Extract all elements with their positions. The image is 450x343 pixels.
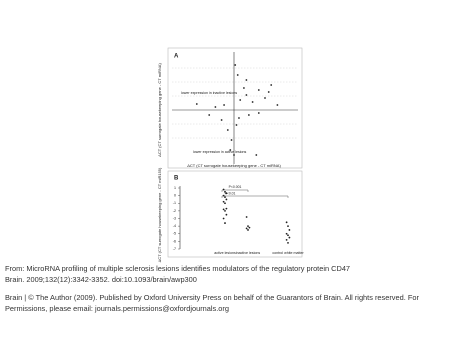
point <box>287 234 289 237</box>
y-tick-label: -7 <box>173 247 176 251</box>
point <box>247 114 250 116</box>
point <box>220 119 223 121</box>
y-tick-label: -3 <box>173 216 176 220</box>
point <box>229 149 232 151</box>
x-tick-label: active lesions <box>214 251 236 255</box>
point <box>224 190 226 193</box>
point <box>230 139 233 141</box>
point <box>225 198 228 201</box>
bracket <box>221 189 249 192</box>
point <box>255 154 258 156</box>
point <box>225 192 228 195</box>
point <box>222 194 225 197</box>
y-tick-label: -1 <box>173 201 176 205</box>
point <box>226 129 229 131</box>
panel-label: A <box>174 54 179 60</box>
point <box>264 97 266 99</box>
point <box>222 188 225 191</box>
point <box>245 79 248 81</box>
point <box>251 101 254 103</box>
point <box>245 216 248 218</box>
caption-permissions: Permissions, please email: journals.perm… <box>5 304 229 313</box>
point <box>287 225 289 228</box>
point <box>288 229 291 231</box>
point <box>224 202 226 205</box>
panel-label: B <box>174 176 179 182</box>
y-tick-label: -5 <box>173 232 176 236</box>
x-tick-label: inactive lesions <box>236 251 261 255</box>
y-tick-label: 1 <box>174 186 176 190</box>
axis-label: ΔCT (CT surrogate housekeeping gene - CT… <box>157 63 162 157</box>
caption-copyright: Brain | © The Author (2009). Published b… <box>5 293 419 302</box>
point <box>285 221 288 224</box>
axis-label: ΔCT (CT surrogate housekeeping gene - CT… <box>187 163 281 168</box>
point <box>233 154 235 156</box>
panel-b-frame <box>167 170 303 258</box>
point <box>222 208 225 211</box>
guides <box>172 67 298 139</box>
point <box>245 94 248 96</box>
point <box>267 91 270 93</box>
panel-a-frame <box>167 47 303 169</box>
bracket <box>221 195 289 198</box>
point <box>195 103 198 105</box>
point <box>245 227 248 230</box>
point <box>270 84 273 86</box>
point <box>222 217 225 220</box>
point <box>224 209 226 212</box>
point <box>243 87 245 89</box>
point <box>208 114 211 116</box>
y-tick-label: 0 <box>174 194 176 198</box>
caption-citation: Brain. 2009;132(12):3342-3352. doi:10.10… <box>5 275 197 284</box>
x-tick-label: control white matter <box>272 251 304 255</box>
significance: P<0.01 <box>225 191 236 195</box>
y-tick-label: -4 <box>173 224 176 228</box>
point <box>222 200 225 203</box>
point <box>225 207 228 210</box>
y-tick-label: -6 <box>173 239 176 243</box>
point <box>247 225 249 228</box>
point <box>276 104 279 106</box>
point <box>214 106 217 108</box>
point <box>248 226 251 229</box>
point <box>235 124 238 126</box>
y-tick-label: -2 <box>173 209 176 213</box>
point <box>224 222 226 224</box>
point <box>225 213 228 216</box>
point <box>223 104 225 106</box>
point <box>257 112 260 114</box>
point <box>236 74 239 76</box>
annotation: lower expression in inactive lesions <box>181 91 237 95</box>
point <box>287 242 289 244</box>
annotation: lower expression in active lesions <box>193 150 247 154</box>
point <box>247 229 249 231</box>
axis-label: ΔCT (CT surrogate housekeeping gene - CT… <box>157 167 162 262</box>
caption-from: From: MicroRNA profiling of multiple scl… <box>5 264 350 273</box>
point <box>234 64 237 66</box>
point <box>285 238 288 241</box>
point <box>288 236 291 239</box>
point <box>239 99 242 101</box>
point <box>257 89 260 91</box>
point <box>285 232 288 235</box>
point <box>238 117 240 119</box>
significance: P<0.001 <box>229 185 242 189</box>
point <box>224 196 226 199</box>
